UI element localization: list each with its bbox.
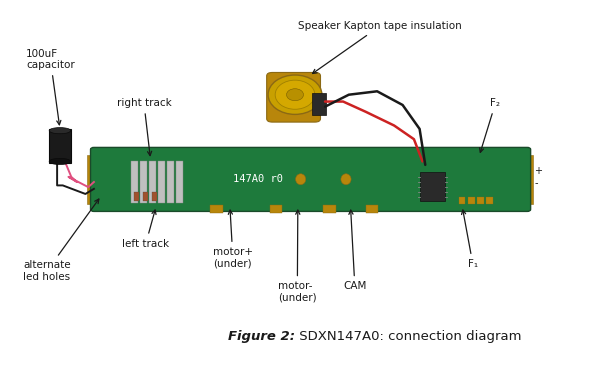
Bar xyxy=(140,161,146,202)
Ellipse shape xyxy=(296,174,306,185)
Bar xyxy=(167,161,174,202)
Text: motor-
(under): motor- (under) xyxy=(278,210,317,303)
Text: 100uF
capacitor: 100uF capacitor xyxy=(26,48,75,125)
Ellipse shape xyxy=(49,128,71,134)
Text: +: + xyxy=(534,166,542,176)
Ellipse shape xyxy=(341,174,351,185)
Text: F₂: F₂ xyxy=(480,98,500,152)
Bar xyxy=(419,172,445,201)
Text: motor+
(under): motor+ (under) xyxy=(213,210,253,269)
Bar xyxy=(486,198,493,204)
Bar xyxy=(323,205,336,213)
Ellipse shape xyxy=(49,158,71,164)
Text: alternate
led holes: alternate led holes xyxy=(23,199,99,282)
Bar xyxy=(366,205,378,213)
Bar xyxy=(49,129,71,163)
Bar xyxy=(143,192,148,201)
Bar xyxy=(87,155,95,204)
Bar xyxy=(526,155,533,204)
Bar xyxy=(149,161,156,202)
Text: F₁: F₁ xyxy=(461,210,478,269)
Bar xyxy=(176,161,183,202)
Bar xyxy=(210,205,222,213)
Bar xyxy=(270,205,282,213)
Bar xyxy=(133,192,139,201)
Ellipse shape xyxy=(268,75,322,114)
Bar xyxy=(312,93,326,115)
Ellipse shape xyxy=(275,80,315,109)
Text: Speaker Kapton tape insulation: Speaker Kapton tape insulation xyxy=(298,21,462,74)
Bar xyxy=(468,198,474,204)
Bar xyxy=(152,192,158,201)
Text: Figure 2:: Figure 2: xyxy=(228,330,295,343)
Bar xyxy=(131,161,137,202)
Text: -: - xyxy=(534,178,537,188)
Bar xyxy=(158,161,165,202)
Bar xyxy=(459,198,466,204)
Bar xyxy=(477,198,484,204)
Text: right track: right track xyxy=(117,98,171,155)
Text: 147A0 r0: 147A0 r0 xyxy=(233,174,283,184)
Text: CAM: CAM xyxy=(343,210,366,291)
Ellipse shape xyxy=(287,89,303,101)
Text: SDXN147A0: connection diagram: SDXN147A0: connection diagram xyxy=(295,330,522,343)
FancyBboxPatch shape xyxy=(90,147,530,211)
FancyBboxPatch shape xyxy=(267,73,320,122)
Text: left track: left track xyxy=(122,210,169,248)
